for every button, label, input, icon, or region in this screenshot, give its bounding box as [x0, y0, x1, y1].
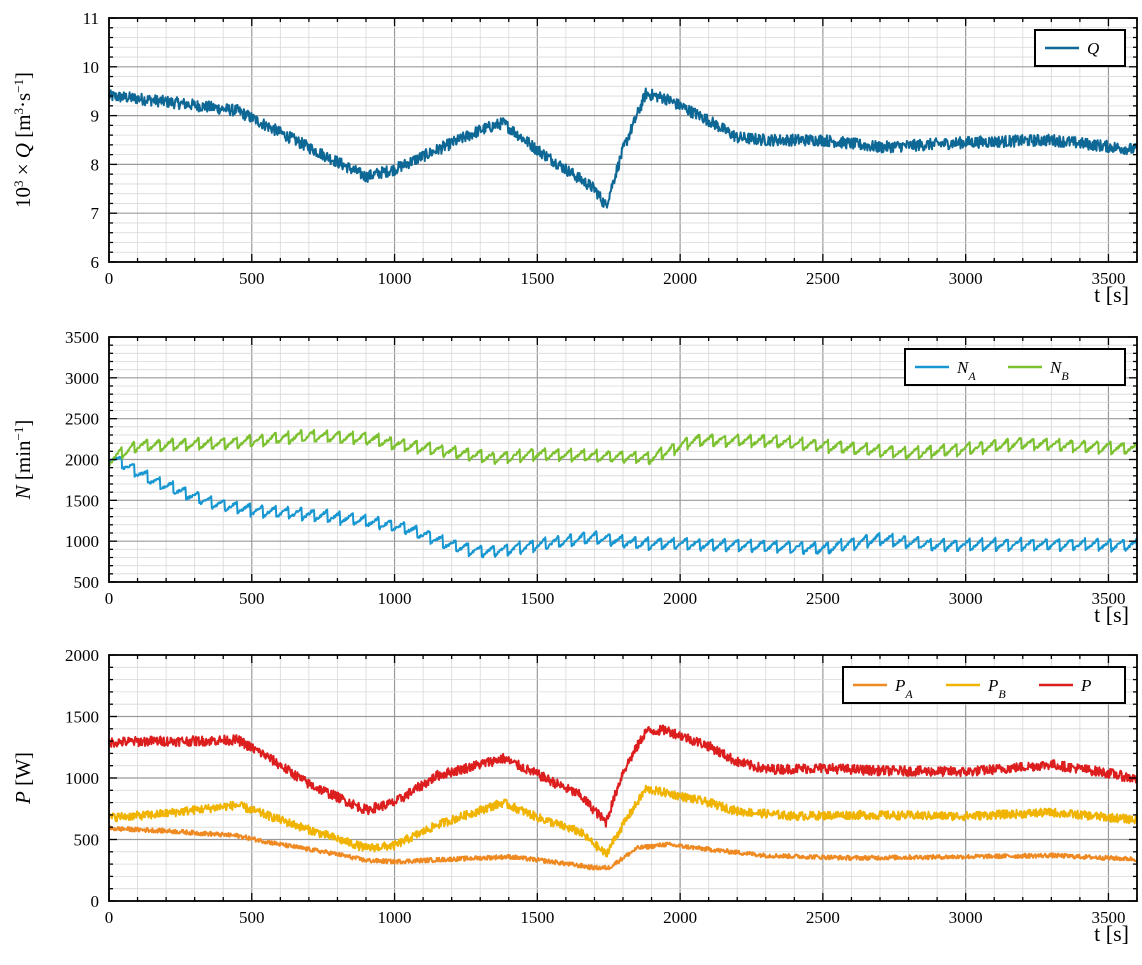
- x-tick-label: 2000: [663, 589, 697, 608]
- legend-label: PB: [987, 676, 1006, 701]
- x-tick-label: 2500: [806, 908, 840, 927]
- x-tick-label: 3500: [1091, 589, 1125, 608]
- y-tick-label: 1000: [65, 769, 99, 788]
- series-line-q: [108, 87, 1138, 209]
- x-tick-label: 3000: [949, 269, 983, 288]
- x-tick-label: 500: [239, 269, 265, 288]
- flow-rate-y-axis-label: 103 × Q [m3·s−1]: [11, 72, 36, 208]
- legend-label: NB: [1049, 358, 1069, 383]
- y-tick-label: 7: [91, 204, 100, 223]
- x-tick-label: 0: [105, 908, 114, 927]
- y-tick-label: 9: [91, 107, 100, 126]
- x-tick-label: 500: [239, 589, 265, 608]
- x-tick-label: 1500: [520, 589, 554, 608]
- speed-ticks: [108, 336, 1138, 583]
- flow-rate-x-tick-labels: 0 500 1000 1500 2000 2500 3000 3500: [105, 269, 1126, 288]
- speed-series: [108, 428, 1138, 559]
- legend-label: NA: [956, 358, 976, 383]
- series-line-p-b: [108, 784, 1138, 858]
- flow-rate-y-tick-labels: 6 7 8 9 10 11: [82, 9, 100, 272]
- flow-rate-series: [108, 87, 1138, 209]
- y-tick-label: 1000: [65, 532, 99, 551]
- flow-rate-x-axis-label: t [s]: [1094, 282, 1129, 307]
- legend-box: [1034, 29, 1126, 67]
- y-tick-label: 3000: [65, 369, 99, 388]
- x-tick-label: 3500: [1091, 908, 1125, 927]
- y-tick-label: 1500: [65, 708, 99, 727]
- y-tick-label: 500: [74, 831, 100, 850]
- x-tick-label: 3000: [949, 908, 983, 927]
- y-tick-label: 6: [91, 253, 100, 272]
- series-line-n-a: [108, 455, 1138, 559]
- x-tick-label: 2500: [806, 269, 840, 288]
- power-series: [108, 724, 1138, 871]
- speed-y-axis-label: N [min−1]: [11, 420, 36, 501]
- x-tick-label: 0: [105, 269, 114, 288]
- speed-legend: NA NB: [904, 348, 1126, 386]
- y-tick-label: 11: [83, 9, 99, 28]
- power-panel: 0 500 1000 1500 2000 0 500 1000 1500 2000 2500 300…: [11, 646, 1138, 946]
- x-tick-label: 3500: [1091, 269, 1125, 288]
- speed-panel: 500 1000 1500 2000 2500 3000 3500 0 500 1000 1500…: [11, 328, 1138, 627]
- x-tick-label: 500: [239, 908, 265, 927]
- flow-rate-panel: 6 7 8 9 10 11 0 500 1000 1500 2000 2500 3000 3500 t …: [11, 9, 1138, 307]
- x-tick-label: 1000: [378, 269, 412, 288]
- x-tick-label: 1000: [378, 589, 412, 608]
- legend-label: PA: [894, 676, 913, 701]
- x-tick-label: 1500: [520, 269, 554, 288]
- x-tick-label: 1500: [520, 908, 554, 927]
- y-tick-label: 2000: [65, 646, 99, 665]
- speed-x-tick-labels: 0 500 1000 1500 2000 2500 3000 3500: [105, 589, 1126, 608]
- power-y-tick-labels: 0 500 1000 1500 2000: [65, 646, 99, 911]
- speed-x-axis-label: t [s]: [1094, 602, 1129, 627]
- x-tick-label: 0: [105, 589, 114, 608]
- x-tick-label: 2000: [663, 269, 697, 288]
- flow-rate-ticks: [108, 17, 1138, 263]
- legend-label: P: [1080, 676, 1091, 695]
- y-tick-label: 10: [82, 58, 99, 77]
- y-tick-label: 0: [91, 892, 100, 911]
- x-tick-label: 3000: [949, 589, 983, 608]
- flow-rate-y-label-exp: 3: [11, 181, 26, 188]
- legend-box: [842, 666, 1126, 704]
- legend-label: Q: [1087, 39, 1099, 58]
- y-tick-label: 1500: [65, 491, 99, 510]
- y-tick-label: 2500: [65, 410, 99, 429]
- y-tick-label: 2000: [65, 451, 99, 470]
- y-tick-label: 3500: [65, 328, 99, 347]
- series-line-n-b: [108, 428, 1138, 467]
- x-tick-label: 2000: [663, 908, 697, 927]
- power-legend: PA PB P: [842, 666, 1126, 704]
- power-x-tick-labels: 0 500 1000 1500 2000 2500 3000 3500: [105, 908, 1126, 927]
- power-ticks: [108, 654, 1138, 902]
- power-x-axis-label: t [s]: [1094, 921, 1129, 946]
- y-tick-label: 8: [91, 155, 100, 174]
- x-tick-label: 1000: [378, 908, 412, 927]
- series-line-p: [108, 724, 1138, 828]
- flow-rate-legend: Q: [1034, 29, 1126, 67]
- speed-y-tick-labels: 500 1000 1500 2000 2500 3000 3500: [65, 328, 99, 592]
- power-y-axis-label: P [W]: [11, 752, 35, 805]
- x-tick-label: 2500: [806, 589, 840, 608]
- flow-rate-y-label-scale: 10: [11, 187, 35, 208]
- y-tick-label: 500: [74, 573, 100, 592]
- series-line-p-a: [108, 825, 1138, 871]
